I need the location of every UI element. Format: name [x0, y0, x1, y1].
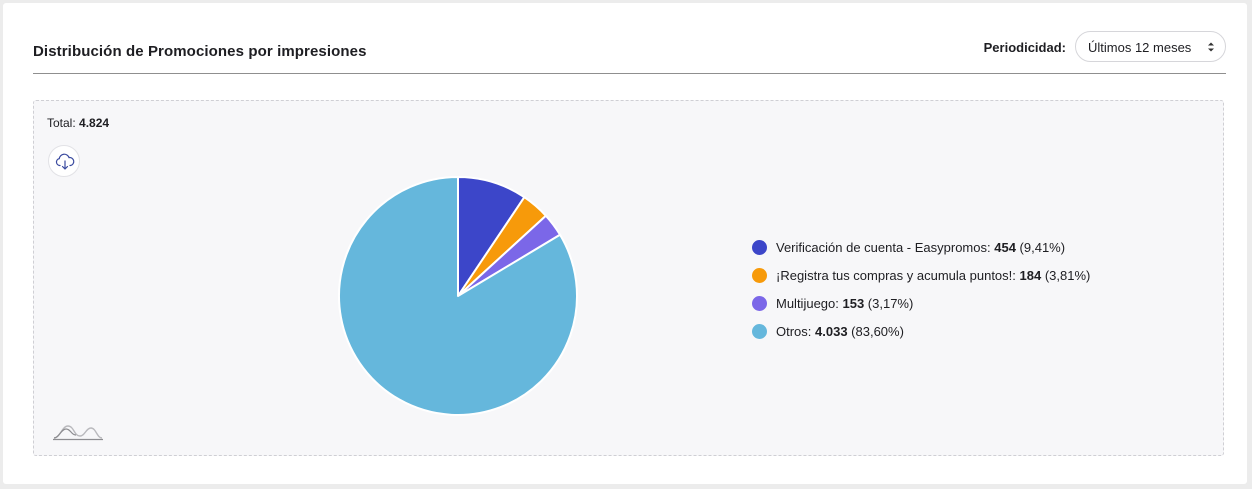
card-header: Distribución de Promociones por impresio… [33, 31, 1226, 74]
legend-percent: (9,41%) [1015, 240, 1066, 255]
legend-value: 153 [842, 296, 865, 311]
download-button[interactable] [48, 145, 80, 177]
legend-text: Otros: 4.033 (83,60%) [776, 324, 904, 339]
legend-value: 454 [994, 240, 1016, 255]
wave-logo-icon [53, 425, 103, 441]
chart-card: Distribución de Promociones por impresio… [3, 3, 1247, 484]
total-value: 4.824 [79, 116, 110, 130]
total-label: Total: [47, 116, 76, 130]
legend-label: Otros: [776, 324, 816, 339]
legend-swatch [752, 296, 767, 311]
cloud-download-icon [55, 153, 75, 170]
legend-text: Multijuego: 153 (3,17%) [776, 296, 913, 311]
chart-area: Total: 4.824 Verificación de cuenta - Ea… [33, 100, 1224, 456]
legend-swatch [752, 324, 767, 339]
chart-title: Distribución de Promociones por impresio… [33, 43, 367, 60]
pie-chart [338, 176, 578, 416]
period-select[interactable]: Últimos 12 meses [1075, 31, 1226, 62]
period-select-value: Últimos 12 meses [1088, 40, 1192, 55]
legend-label: ¡Registra tus compras y acumula puntos!: [776, 268, 1020, 283]
legend-label: Multijuego: [776, 296, 843, 311]
legend-value: 4.033 [815, 324, 848, 339]
period-label: Periodicidad: [983, 40, 1066, 55]
legend-swatch [752, 268, 767, 283]
legend-percent: (3,17%) [864, 296, 914, 311]
legend-percent: (3,81%) [1041, 268, 1091, 283]
total-summary: Total: 4.824 [47, 116, 109, 130]
chevron-updown-icon [1208, 42, 1214, 52]
legend-label: Verificación de cuenta - Easypromos: [776, 240, 995, 255]
legend-value: 184 [1019, 268, 1042, 283]
legend-percent: (83,60%) [847, 324, 904, 339]
legend-text: ¡Registra tus compras y acumula puntos!:… [776, 268, 1090, 283]
pie-slice-3[interactable] [338, 176, 578, 416]
legend-swatch [752, 240, 767, 255]
legend-text: Verificación de cuenta - Easypromos: 454… [776, 240, 1065, 255]
